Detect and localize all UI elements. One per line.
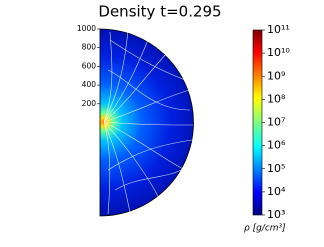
colorbar-tick-label: 10¹¹ [267, 23, 290, 36]
chart-title: Density t=0.295 [98, 3, 221, 21]
streamlines [103, 30, 194, 215]
colorbar-label: ρ [g/cm³] [244, 224, 286, 234]
colorbar [252, 29, 263, 216]
colorbar-tick-label: 10⁸ [267, 92, 286, 105]
y-tick-label: 200 [82, 99, 97, 108]
colorbar-tick-label: 10⁹ [267, 69, 285, 82]
density-map [99, 28, 194, 217]
colorbar-tick-label: 10⁴ [267, 185, 286, 198]
colorbar-tick-label: 10⁷ [267, 116, 285, 129]
y-tick-label: 400 [82, 80, 97, 89]
colorbar-tick-label: 10⁵ [267, 162, 285, 175]
y-tick-label: 800 [82, 43, 97, 52]
y-tick-label: 600 [82, 61, 97, 70]
colorbar-tick-label: 10⁶ [267, 139, 286, 152]
colorbar-tick-label: 10³ [267, 208, 285, 221]
y-tick-label: 1000 [77, 24, 96, 33]
colorbar-tick-label: 10¹⁰ [267, 46, 290, 59]
